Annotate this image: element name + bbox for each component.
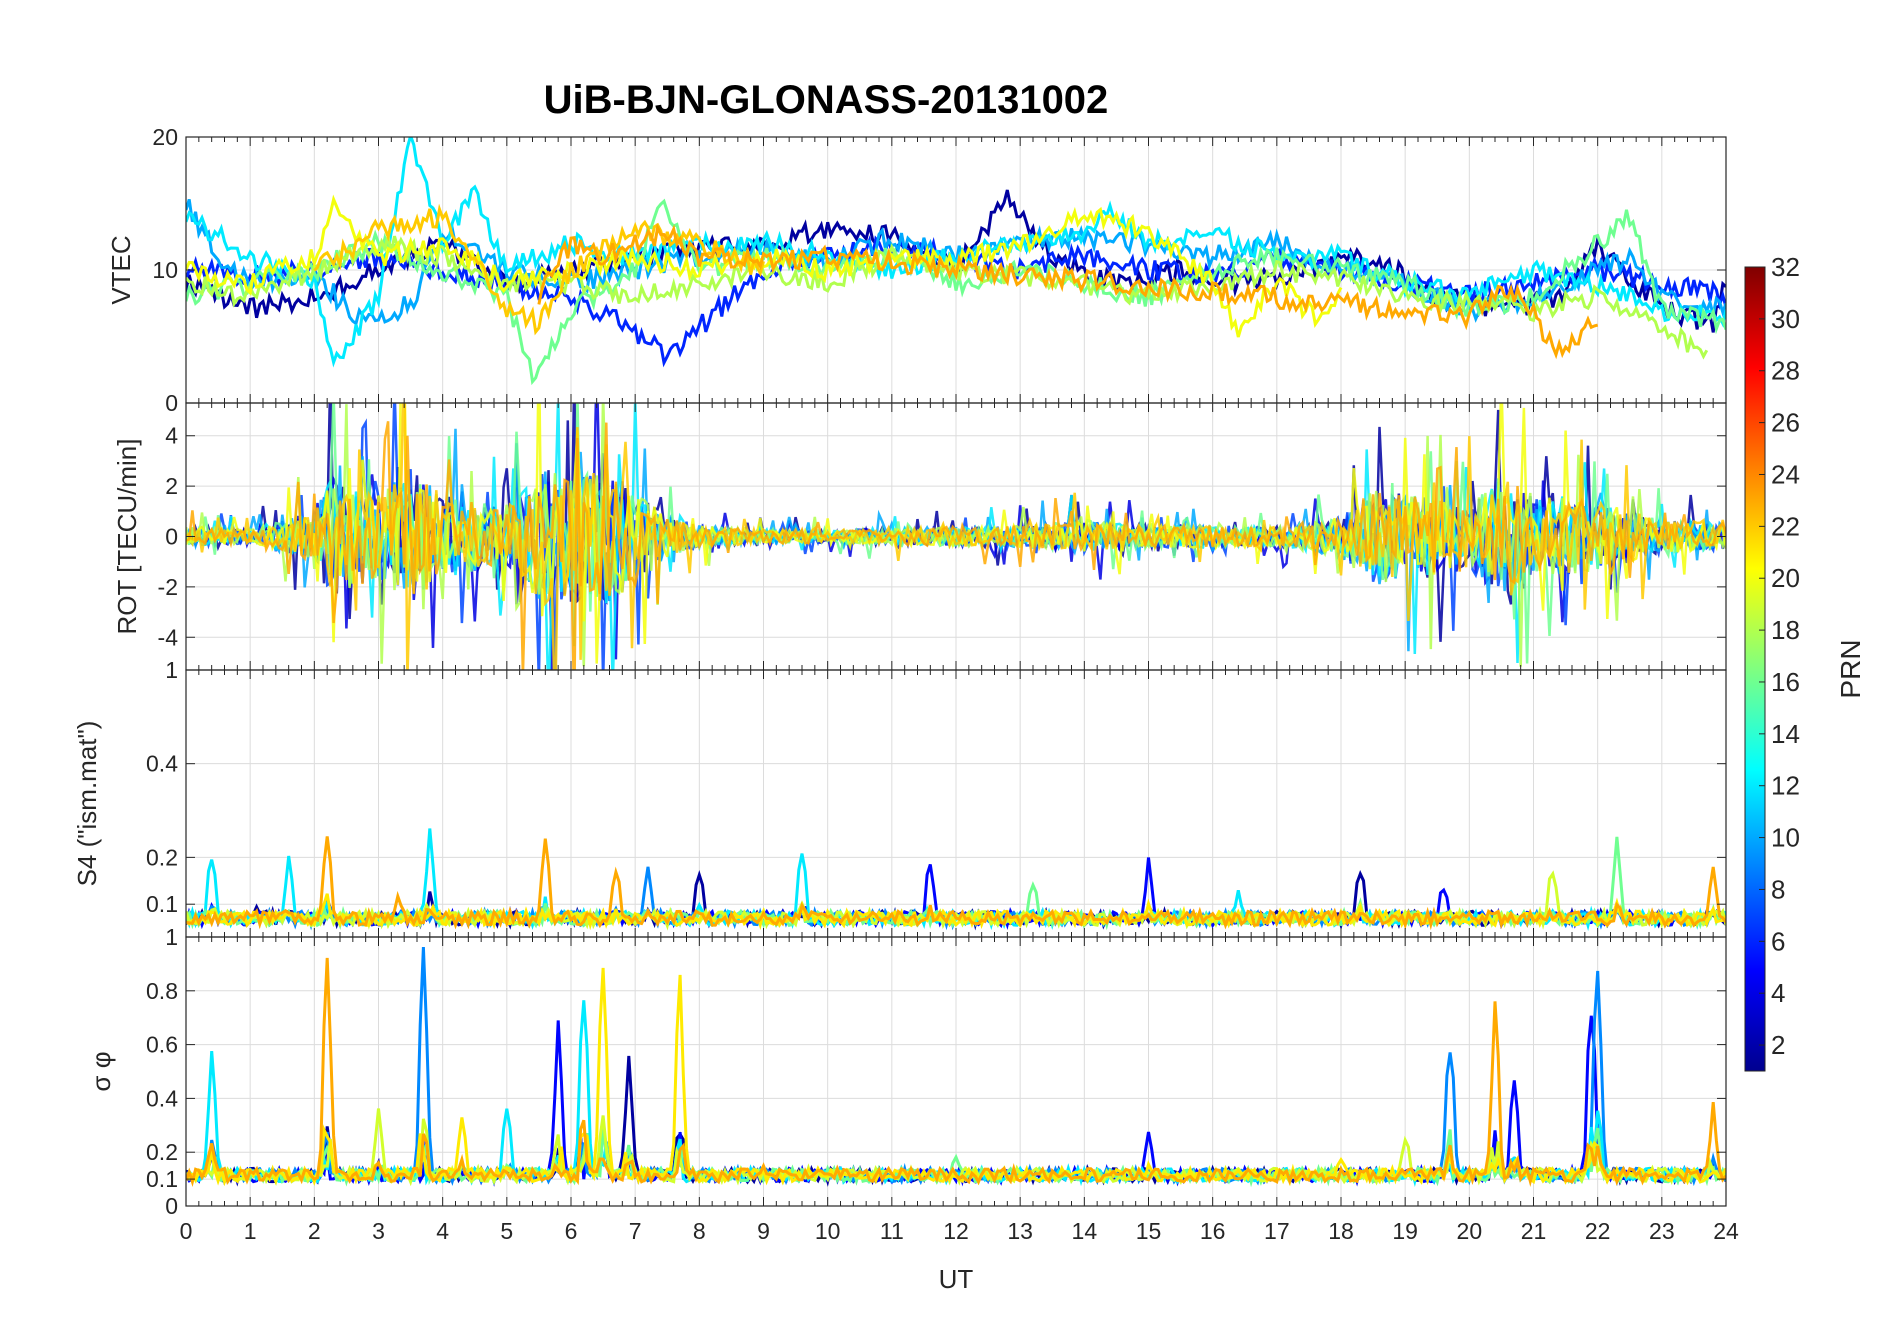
x-tick-label: 16 bbox=[1200, 1218, 1226, 1244]
y-tick-label: 0 bbox=[165, 390, 178, 416]
colorbar-tick-label: 32 bbox=[1771, 252, 1800, 282]
y-axis-label-panel-2: ROT [TECU/min] bbox=[112, 439, 142, 635]
y-tick-label: 0.6 bbox=[146, 1032, 178, 1058]
rot-line-prn-23 bbox=[186, 421, 1726, 670]
colorbar-tick-label: 24 bbox=[1771, 459, 1800, 489]
y-tick-label: 1 bbox=[165, 924, 178, 950]
x-tick-label: 0 bbox=[180, 1218, 193, 1244]
vtec-line-prn-23 bbox=[537, 222, 1599, 360]
x-tick-label: 4 bbox=[436, 1218, 449, 1244]
x-tick-label: 9 bbox=[757, 1218, 770, 1244]
y-tick-label: 0.8 bbox=[146, 978, 178, 1004]
x-tick-label: 11 bbox=[880, 1218, 904, 1244]
x-tick-label: 14 bbox=[1072, 1218, 1098, 1244]
colorbar-tick-label: 16 bbox=[1771, 667, 1800, 697]
y-tick-label: 0 bbox=[165, 524, 178, 550]
chart-title: UiB-BJN-GLONASS-20131002 bbox=[544, 78, 1109, 122]
y-axis-label-panel-4: σ φ bbox=[86, 1051, 116, 1091]
y-axis-label-panel-1: VTEC bbox=[106, 235, 136, 304]
x-tick-label: 7 bbox=[629, 1218, 642, 1244]
x-tick-label: 15 bbox=[1136, 1218, 1162, 1244]
colorbar-gradient bbox=[1744, 266, 1766, 1072]
panel-data bbox=[186, 947, 1726, 1188]
colorbar-tick-label: 14 bbox=[1771, 719, 1800, 749]
x-tick-label: 6 bbox=[565, 1218, 578, 1244]
y-tick-label: 2 bbox=[165, 473, 178, 499]
colorbar-tick-label: 28 bbox=[1771, 356, 1800, 386]
x-tick-label: 17 bbox=[1264, 1218, 1290, 1244]
x-tick-label: 23 bbox=[1649, 1218, 1675, 1244]
y-axis-label-panel-3: S4 ("ism.mat") bbox=[72, 721, 102, 887]
colorbar-tick-label: 10 bbox=[1771, 823, 1800, 853]
panel-data bbox=[186, 828, 1726, 932]
y-tick-label: 20 bbox=[152, 124, 178, 150]
colorbar-tick-label: 18 bbox=[1771, 615, 1800, 645]
panel-4: 00.10.2 0.4 0.6 0.8 1 σ φ bbox=[86, 924, 1727, 1219]
colorbar-tick-label: 20 bbox=[1771, 563, 1800, 593]
x-tick-label: 24 bbox=[1713, 1218, 1739, 1244]
x-tick-label: 21 bbox=[1521, 1218, 1547, 1244]
y-tick-label: 0.4 bbox=[146, 1085, 178, 1111]
x-tick-label: 2 bbox=[308, 1218, 321, 1244]
x-tick-label: 13 bbox=[1007, 1218, 1033, 1244]
colorbar-tick-label: 12 bbox=[1771, 771, 1800, 801]
x-tick-label: 20 bbox=[1457, 1218, 1483, 1244]
colorbar-tick-label: 2 bbox=[1771, 1030, 1785, 1060]
colorbar-label: PRN bbox=[1835, 639, 1866, 698]
panel-3: 0.1 0.2 0.4 1 S4 ("ism.mat") bbox=[72, 657, 1727, 938]
y-tick-label: 0.1 bbox=[146, 1166, 178, 1192]
x-tick-label: 10 bbox=[815, 1218, 841, 1244]
y-tick-label: -4 bbox=[158, 624, 179, 650]
vtec-line-prn-22 bbox=[313, 203, 765, 336]
s4-line-prn-23 bbox=[186, 836, 1726, 931]
y-tick-label: -2 bbox=[158, 574, 178, 600]
y-tick-label: 4 bbox=[165, 423, 178, 449]
y-tick-label: 0.2 bbox=[146, 844, 178, 870]
panel-data bbox=[186, 137, 1726, 386]
y-tick-label: 0.1 bbox=[146, 891, 178, 917]
y-tick-label: 0.4 bbox=[146, 751, 178, 777]
s4-line-prn-21 bbox=[186, 893, 1726, 931]
x-tick-label: 1 bbox=[244, 1218, 257, 1244]
colorbar-tick-label: 4 bbox=[1771, 978, 1785, 1008]
y-tick-label: 0.2 bbox=[146, 1139, 178, 1165]
x-tick-label: 22 bbox=[1585, 1218, 1611, 1244]
panel-1: 10 20 VTEC bbox=[106, 124, 1727, 404]
x-tick-label: 19 bbox=[1392, 1218, 1418, 1244]
x-axis-label: UT bbox=[939, 1264, 974, 1294]
x-tick-label: 8 bbox=[693, 1218, 706, 1244]
panel-data bbox=[186, 403, 1726, 670]
x-tick-label: 3 bbox=[372, 1218, 385, 1244]
x-tick-label: 5 bbox=[500, 1218, 513, 1244]
colorbar-tick-label: 26 bbox=[1771, 408, 1800, 438]
x-tick-label: 18 bbox=[1328, 1218, 1354, 1244]
colorbar-tick-label: 30 bbox=[1771, 304, 1800, 334]
colorbar-tick-label: 8 bbox=[1771, 874, 1785, 904]
x-tick-label: 12 bbox=[943, 1218, 969, 1244]
colorbar-tick-label: 22 bbox=[1771, 511, 1800, 541]
y-tick-label: 1 bbox=[165, 657, 178, 683]
sigma-phi-line-prn-23 bbox=[186, 957, 1726, 1188]
panel-2: -4 -2 0 2 4 0 ROT [TECU/min] bbox=[112, 390, 1727, 671]
colorbar-tick-label: 6 bbox=[1771, 926, 1785, 956]
y-tick-label: 10 bbox=[152, 257, 178, 283]
y-tick-label: 0 bbox=[165, 1193, 178, 1219]
